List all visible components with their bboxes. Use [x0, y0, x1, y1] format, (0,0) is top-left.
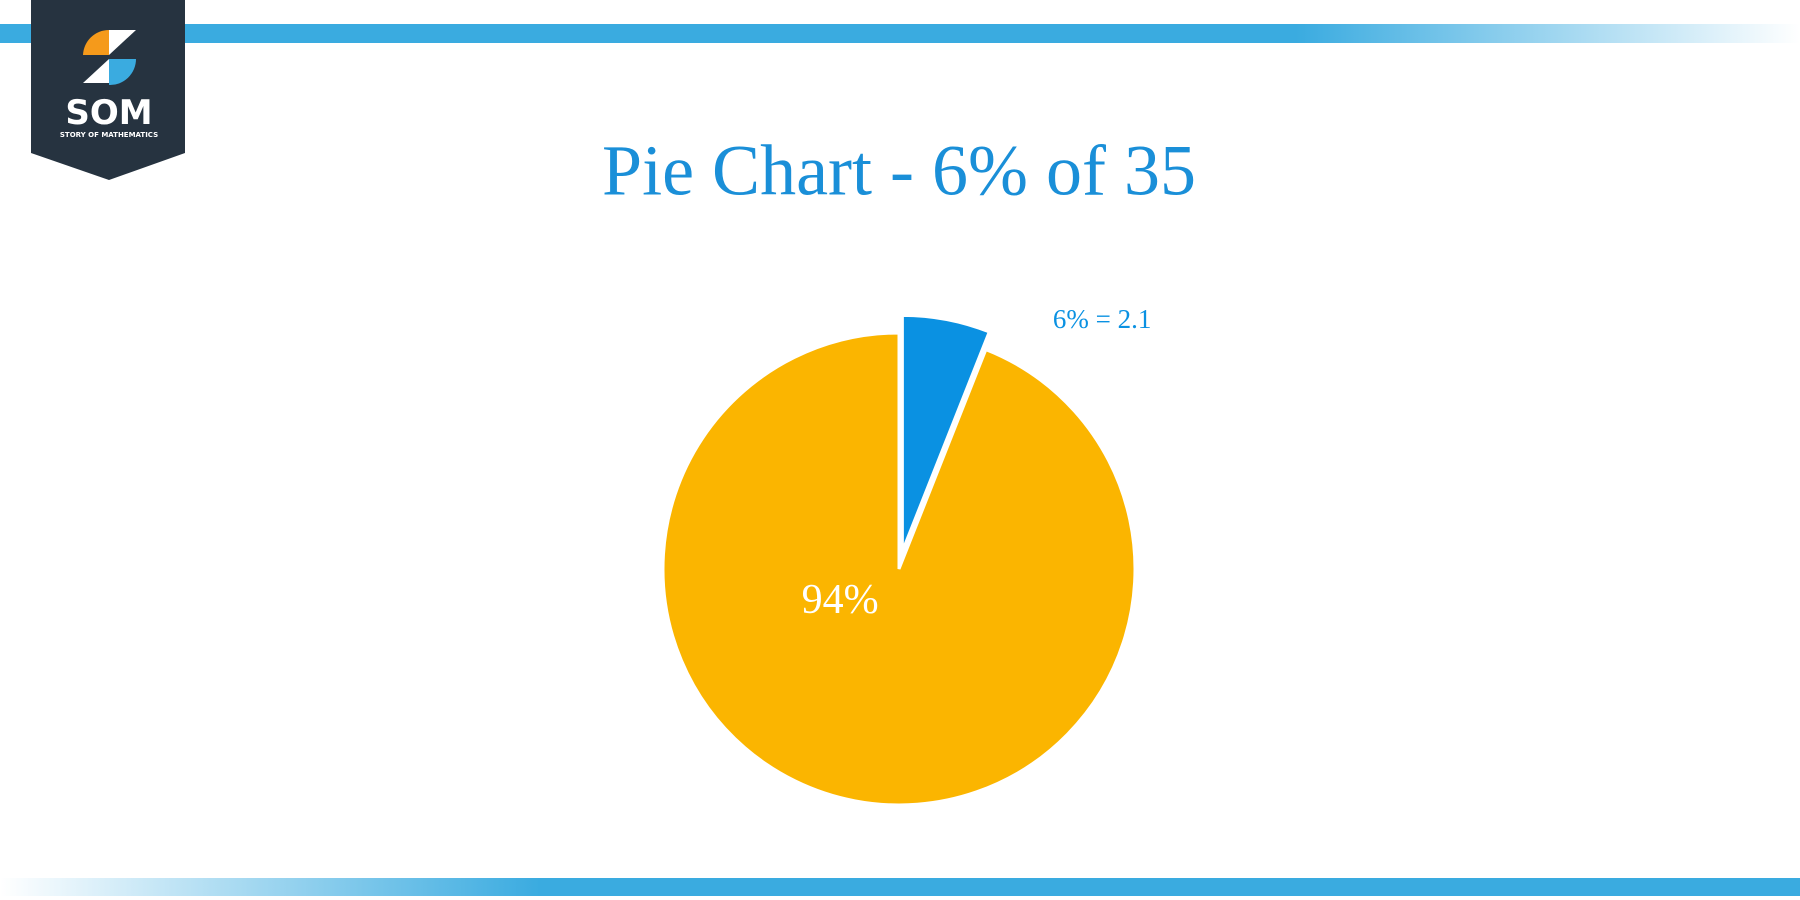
data-label: 94% — [802, 577, 879, 623]
pie-slice — [661, 331, 1137, 807]
logo-tagline: STORY OF MATHEMATICS — [60, 131, 158, 139]
bottom-bar — [0, 878, 1800, 896]
pie-slice — [900, 313, 992, 552]
logo-icon — [83, 59, 109, 83]
top-bar — [0, 24, 1800, 43]
logo-icon — [109, 30, 136, 55]
chart-title: Pie Chart - 6% of 35 — [602, 131, 1196, 211]
logo-icon — [83, 29, 109, 55]
logo-name: SOM — [65, 93, 152, 133]
logo-icon — [109, 59, 137, 86]
logo-badge — [31, 0, 185, 180]
data-label: 6% = 2.1 — [1053, 304, 1151, 334]
logo: SOM STORY OF MATHEMATICS — [31, 0, 185, 180]
